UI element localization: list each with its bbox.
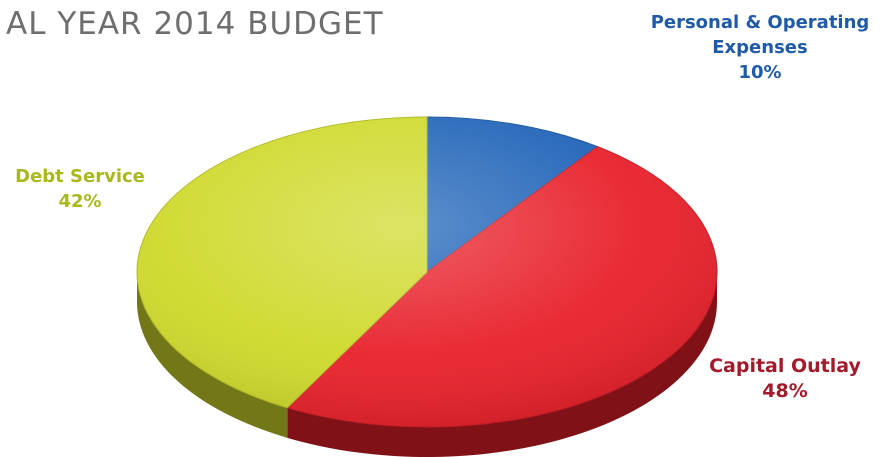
- slice-label-debt-service: Debt Service 42%: [5, 164, 155, 214]
- pie-side-wall: [137, 272, 288, 438]
- slice-value: 10%: [738, 62, 782, 83]
- pie-highlight: [137, 117, 717, 427]
- chart-title: AL YEAR 2014 BUDGET: [6, 6, 384, 42]
- slice-label-capital-outlay: Capital Outlay 48%: [695, 354, 875, 404]
- slice-label-personal-operating: Personal & Operating Expenses 10%: [645, 10, 875, 85]
- slice-label-line: Debt Service: [15, 166, 145, 187]
- slice-value: 48%: [762, 380, 808, 402]
- pie-side-wall: [287, 272, 717, 457]
- slice-label-line: Personal & Operating: [650, 12, 870, 33]
- slice-value: 42%: [58, 191, 102, 212]
- pie-side-walls: [137, 272, 717, 457]
- slice-label-line: Expenses: [712, 37, 808, 58]
- slice-label-line: Capital Outlay: [709, 355, 861, 377]
